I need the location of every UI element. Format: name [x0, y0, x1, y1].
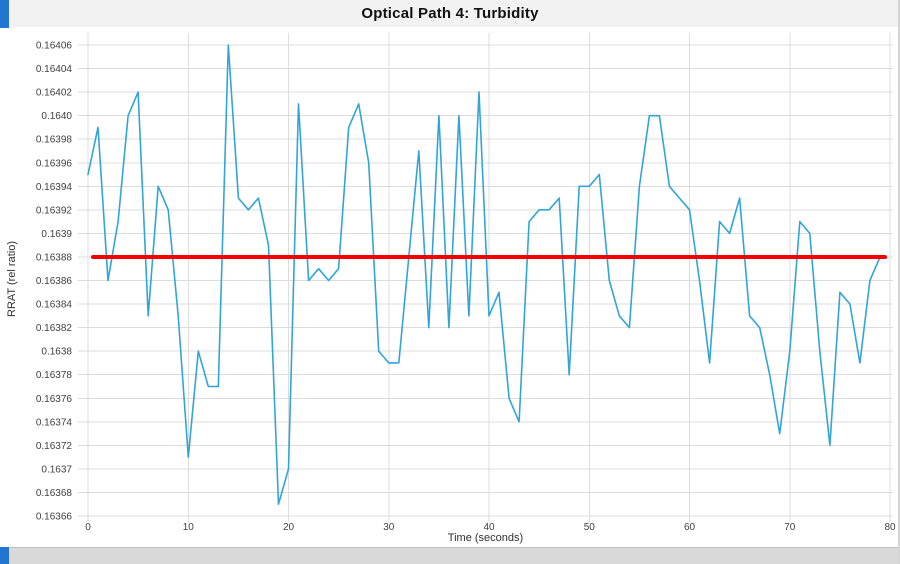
svg-text:40: 40 [483, 522, 495, 533]
svg-text:0.16374: 0.16374 [36, 417, 73, 428]
svg-text:0.16388: 0.16388 [36, 252, 73, 263]
corner-accent-bottom [0, 547, 9, 564]
turbidity-chart: 0.16406 0.16404 0.16402 0.1640 0.16398 0.1639… [0, 27, 900, 547]
svg-text:0.16386: 0.16386 [36, 276, 73, 287]
svg-text:0.16378: 0.16378 [36, 370, 73, 381]
svg-text:20: 20 [283, 522, 295, 533]
svg-text:0.16384: 0.16384 [36, 300, 73, 311]
svg-text:0.16392: 0.16392 [36, 205, 73, 216]
svg-text:0.16372: 0.16372 [36, 441, 73, 452]
svg-text:30: 30 [383, 522, 395, 533]
corner-accent-top [0, 0, 9, 28]
svg-text:0: 0 [85, 522, 91, 533]
svg-text:0.16406: 0.16406 [36, 41, 73, 52]
svg-text:10: 10 [183, 522, 195, 533]
svg-text:80: 80 [884, 522, 896, 533]
svg-text:0.16368: 0.16368 [36, 488, 73, 499]
y-tick-labels: 0.16406 0.16404 0.16402 0.1640 0.16398 0.1639… [36, 41, 73, 523]
right-edge-divider [898, 0, 900, 564]
svg-text:70: 70 [784, 522, 796, 533]
svg-text:0.16402: 0.16402 [36, 88, 73, 99]
gridlines [78, 33, 893, 522]
svg-text:0.16394: 0.16394 [36, 182, 73, 193]
plot-svg: 0.16406 0.16404 0.16402 0.1640 0.16398 0.1639… [36, 33, 896, 533]
svg-text:60: 60 [684, 522, 696, 533]
turbidity-line [87, 44, 881, 506]
svg-text:0.16376: 0.16376 [36, 394, 73, 405]
svg-text:0.1637: 0.1637 [41, 464, 72, 475]
svg-text:0.1639: 0.1639 [41, 229, 72, 240]
x-tick-labels: 0 10 20 30 40 50 60 70 80 [85, 522, 896, 533]
svg-text:0.16404: 0.16404 [36, 64, 73, 75]
svg-text:50: 50 [584, 522, 596, 533]
x-axis-label: Time (seconds) [447, 532, 524, 544]
status-bar [0, 547, 900, 564]
title-bar: Optical Path 4: Turbidity [0, 0, 900, 27]
chart-title: Optical Path 4: Turbidity [361, 5, 539, 22]
svg-text:0.16366: 0.16366 [36, 512, 73, 523]
svg-text:0.1638: 0.1638 [41, 347, 72, 358]
svg-text:0.16382: 0.16382 [36, 323, 73, 334]
svg-text:0.1640: 0.1640 [41, 111, 72, 122]
svg-text:0.16396: 0.16396 [36, 158, 73, 169]
y-axis-label: RRAT (rel ratio) [6, 241, 18, 317]
svg-text:0.16398: 0.16398 [36, 135, 73, 146]
